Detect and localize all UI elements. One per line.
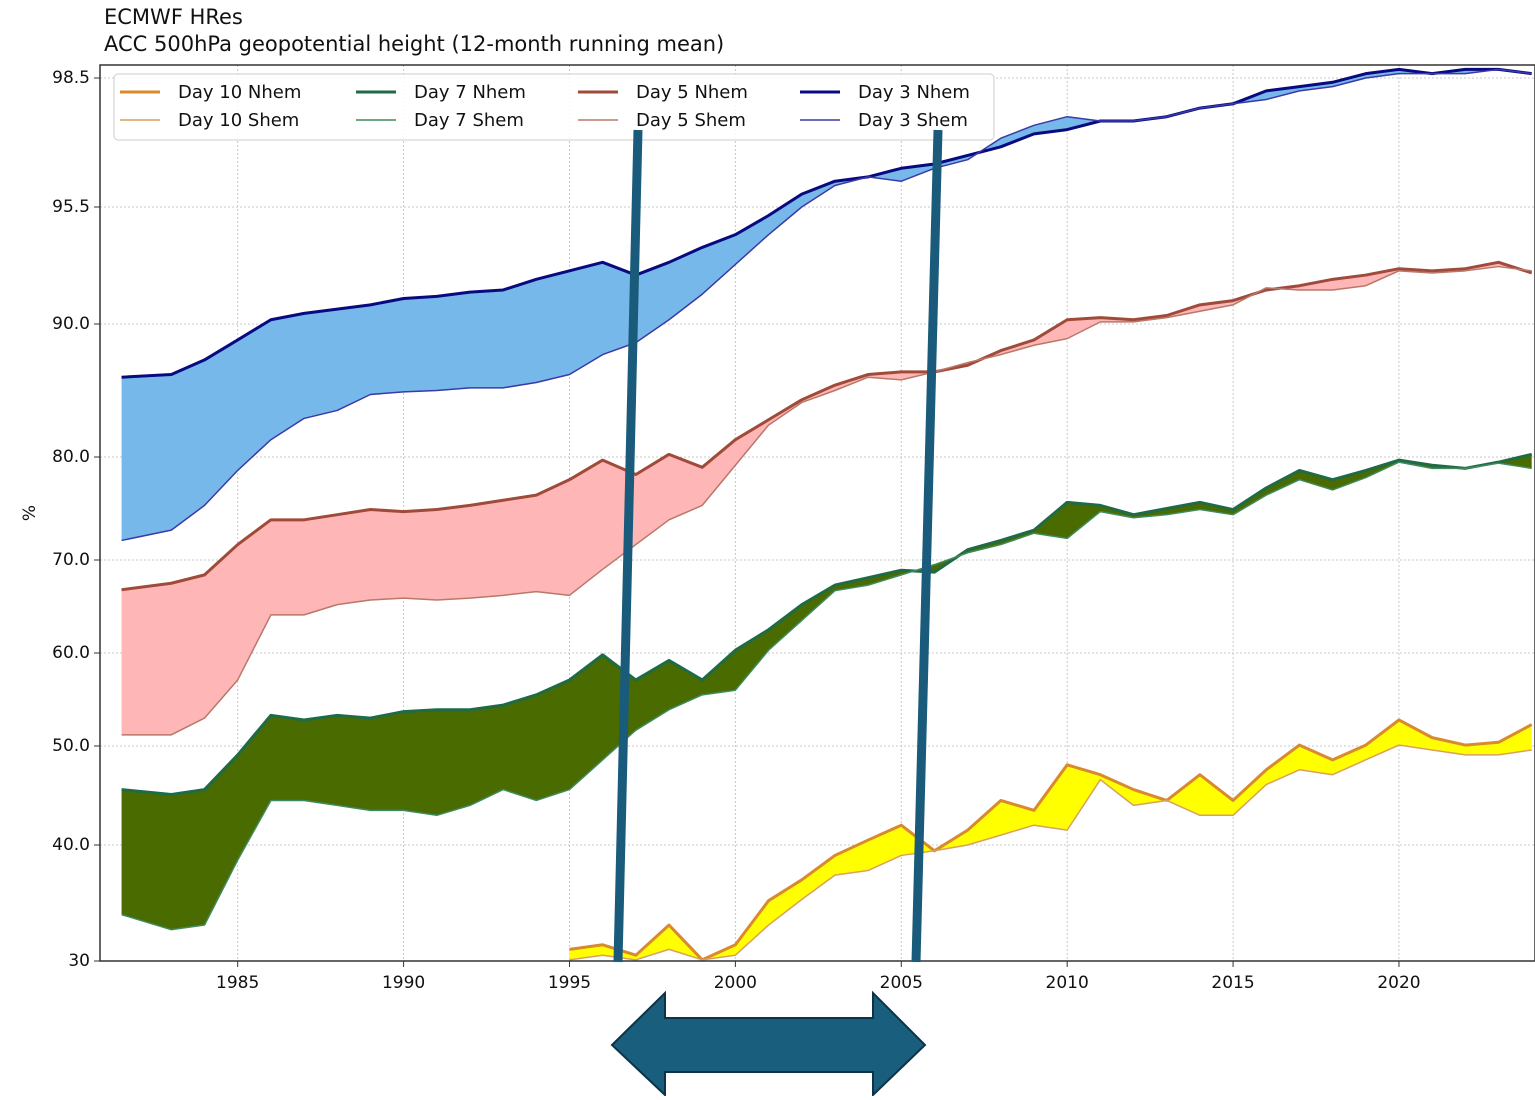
series-line	[121, 461, 1532, 931]
chart-title: ECMWF HRes	[104, 5, 243, 29]
grid	[100, 65, 1535, 962]
legend-label: Day 5 Shem	[636, 110, 746, 131]
series-line	[121, 265, 1532, 736]
y-tick-label: 98.5	[52, 68, 90, 88]
legend-label: Day 7 Shem	[414, 110, 524, 131]
x-tick-label: 2015	[1211, 973, 1254, 993]
legend-label: Day 5 Nhem	[636, 82, 748, 103]
x-tick-label: 1990	[382, 973, 425, 993]
marker-line	[613, 129, 643, 963]
series-line	[121, 68, 1532, 542]
y-tick-label: 40.0	[52, 835, 90, 855]
y-tick-label: 90.0	[52, 314, 90, 334]
y-tick-label: 95.5	[52, 197, 90, 217]
y-tick-label: 80.0	[52, 447, 90, 467]
x-tick-label: 2005	[880, 973, 923, 993]
legend-label: Day 10 Nhem	[178, 82, 301, 103]
x-tick-label: 1995	[548, 973, 591, 993]
band	[569, 719, 1532, 960]
x-tick-label: 2010	[1046, 973, 1089, 993]
axes: 30 40.0 50.0 60.0 70.0 80.0 90.0 95.5 98.5 1985 19…	[52, 68, 1420, 993]
x-tick-label: 1985	[216, 973, 259, 993]
legend-label: Day 3 Nhem	[858, 82, 970, 103]
annotation	[610, 129, 943, 1098]
y-axis-label: %	[20, 505, 40, 521]
legend: Day 10 Nhem Day 10 Shem Day 7 Nhem Day 7 Sh…	[113, 73, 995, 141]
series-line	[121, 67, 1532, 379]
legend-label: Day 10 Shem	[178, 110, 299, 131]
x-tick-label: 2020	[1377, 973, 1420, 993]
marker-line	[911, 129, 943, 963]
legend-box	[113, 73, 995, 141]
plot-frame	[99, 64, 1535, 962]
series-line	[569, 744, 1532, 961]
y-tick-label: 70.0	[52, 550, 90, 570]
y-tick-label: 50.0	[52, 736, 90, 756]
chart-subtitle: ACC 500hPa geopotential height (12-month…	[104, 32, 724, 56]
legend-label: Day 3 Shem	[858, 110, 968, 131]
double-arrow	[610, 990, 927, 1098]
series-line	[569, 718, 1533, 961]
legend-label: Day 7 Nhem	[414, 82, 526, 103]
y-tick-label: 60.0	[52, 643, 90, 663]
series-line	[121, 260, 1533, 592]
y-tick-label: 30	[68, 951, 90, 971]
series-line	[121, 452, 1533, 797]
x-tick-label: 2000	[714, 973, 757, 993]
band	[121, 69, 1532, 541]
plot-area	[121, 67, 1533, 961]
